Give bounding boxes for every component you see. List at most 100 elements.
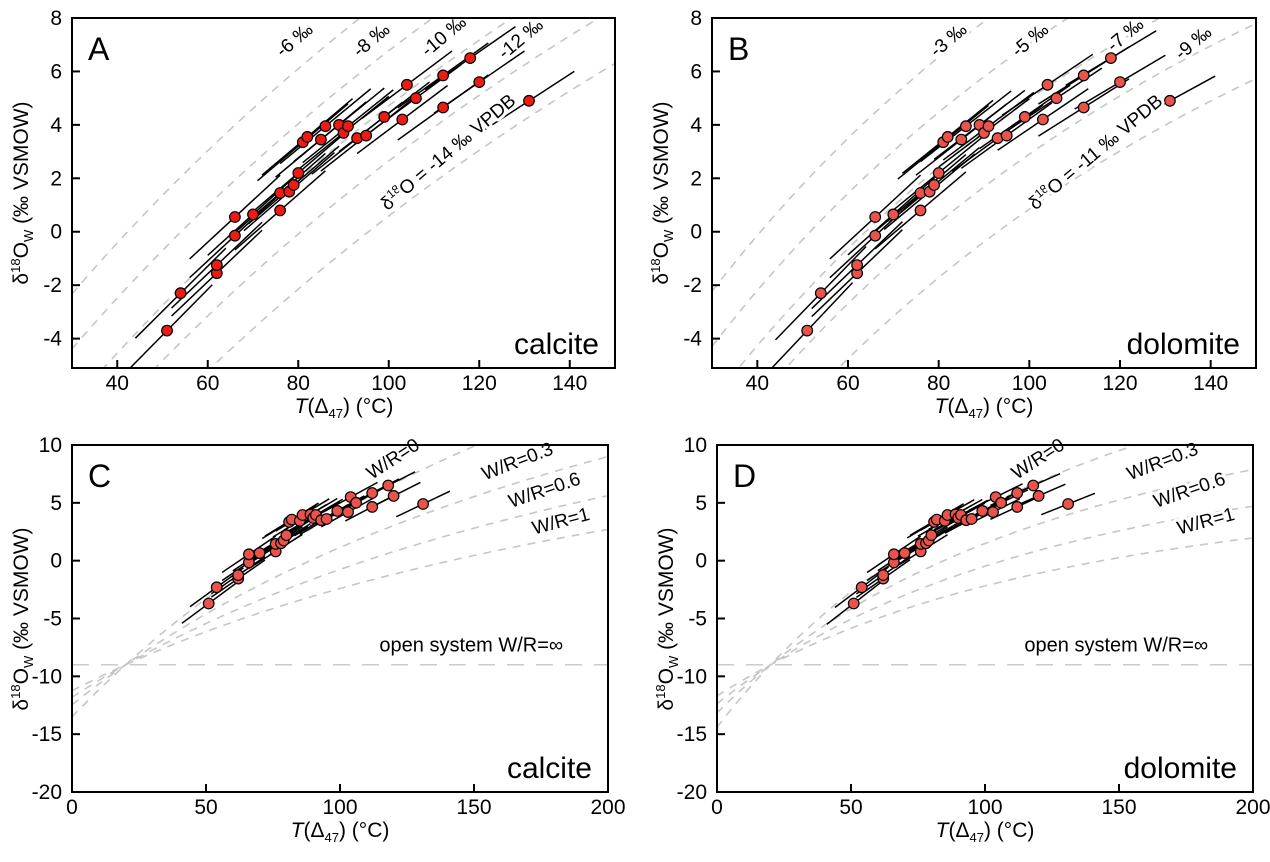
data-point bbox=[342, 506, 354, 518]
data-point bbox=[210, 581, 223, 594]
isotope-contour-curve bbox=[784, 22, 1256, 368]
x-tick-label: 100 bbox=[322, 796, 357, 819]
isotope-contour-curve bbox=[72, 18, 362, 295]
data-point bbox=[292, 167, 305, 179]
y-tick-label: -20 bbox=[32, 781, 62, 804]
water-rock-curve bbox=[72, 456, 607, 706]
panel-letter: B bbox=[728, 31, 749, 67]
data-point bbox=[274, 204, 287, 217]
y-tick-label: -20 bbox=[677, 781, 707, 804]
curve-label: open system W/R=∞ bbox=[379, 635, 563, 657]
curve-label: -6 ‰ bbox=[272, 19, 317, 62]
water-rock-curve bbox=[717, 505, 1252, 705]
data-point bbox=[1077, 69, 1090, 82]
x-tick-label: 60 bbox=[196, 372, 219, 395]
data-point bbox=[888, 548, 900, 561]
curve-label: -8 ‰ bbox=[349, 19, 394, 62]
y-tick-label: -4 bbox=[683, 328, 702, 351]
x-axis-label: T(Δ47) (°C) bbox=[935, 395, 1034, 421]
data-point bbox=[1114, 76, 1126, 88]
x-tick-label: 120 bbox=[1102, 372, 1137, 395]
y-tick-label: 0 bbox=[50, 550, 62, 573]
mineral-label: calcite bbox=[507, 752, 592, 785]
data-point bbox=[932, 167, 945, 179]
data-point bbox=[801, 324, 814, 337]
data-point bbox=[202, 597, 215, 610]
data-point bbox=[366, 501, 379, 513]
y-tick-label: -4 bbox=[43, 328, 62, 351]
data-point bbox=[1018, 110, 1031, 123]
data-point bbox=[315, 133, 327, 146]
x-tick-label: 40 bbox=[106, 372, 129, 395]
curve-label: W/R=1 bbox=[530, 504, 592, 539]
water-rock-curve bbox=[72, 495, 607, 698]
data-point bbox=[387, 490, 400, 502]
data-point bbox=[523, 94, 535, 107]
data-point bbox=[1011, 501, 1024, 513]
data-point bbox=[342, 120, 354, 133]
data-point bbox=[814, 287, 827, 300]
isotope-contour-curve bbox=[102, 18, 514, 368]
curve-label: W/R=0.6 bbox=[506, 469, 583, 513]
data-point bbox=[319, 120, 332, 133]
panel-letter: C bbox=[88, 458, 111, 494]
x-axis-label: T(Δ47) (°C) bbox=[291, 819, 390, 845]
curve-label: -10 ‰ bbox=[417, 12, 470, 61]
curve-label: open system W/R=∞ bbox=[1024, 635, 1208, 657]
data-point bbox=[161, 324, 173, 337]
data-point bbox=[174, 287, 187, 300]
y-tick-label: 5 bbox=[695, 492, 707, 515]
curve-label: -9 ‰ bbox=[1171, 22, 1216, 65]
data-point bbox=[855, 581, 868, 594]
data-point bbox=[965, 513, 978, 525]
y-axis-label: δ18OW (‰ VSMOW) bbox=[653, 527, 681, 710]
data-point bbox=[1041, 78, 1054, 91]
isotope-contour-curve bbox=[154, 18, 601, 368]
data-point bbox=[869, 211, 882, 223]
data-point bbox=[464, 52, 477, 64]
y-tick-label: 6 bbox=[690, 60, 702, 83]
data-point bbox=[887, 208, 900, 221]
mineral-label: dolomite bbox=[1127, 328, 1240, 361]
x-tick-label: 200 bbox=[1235, 796, 1270, 819]
data-point bbox=[1032, 490, 1045, 502]
mineral-label: calcite bbox=[514, 328, 599, 361]
isotope-contour-curve bbox=[712, 18, 1070, 347]
x-tick-label: 50 bbox=[194, 796, 217, 819]
x-tick-label: 120 bbox=[462, 372, 497, 395]
x-tick-label: 200 bbox=[590, 796, 625, 819]
data-point bbox=[360, 129, 373, 142]
data-point bbox=[437, 69, 450, 82]
plot-border bbox=[711, 17, 1257, 369]
data-point bbox=[232, 569, 245, 581]
data-point bbox=[350, 496, 363, 509]
data-point bbox=[417, 498, 430, 510]
x-tick-label: 50 bbox=[839, 796, 862, 819]
x-tick-label: 100 bbox=[967, 796, 1002, 819]
data-point bbox=[976, 505, 989, 517]
data-point bbox=[1050, 92, 1063, 105]
y-tick-label: 5 bbox=[50, 492, 62, 515]
x-axis-label: T(Δ47) (°C) bbox=[936, 819, 1035, 845]
curve-label: W/R=1 bbox=[1175, 504, 1237, 539]
data-point bbox=[914, 204, 927, 217]
data-point bbox=[410, 92, 422, 105]
y-tick-label: 2 bbox=[50, 167, 62, 190]
x-tick-label: 80 bbox=[287, 372, 310, 395]
data-point bbox=[247, 208, 259, 221]
isotope-contour-curve bbox=[209, 62, 615, 368]
data-point bbox=[1036, 113, 1049, 126]
y-tick-label: 10 bbox=[39, 434, 62, 457]
x-tick-label: 60 bbox=[836, 372, 859, 395]
y-tick-label: -10 bbox=[32, 665, 62, 688]
data-point bbox=[955, 133, 968, 146]
x-tick-label: 100 bbox=[371, 372, 406, 395]
data-point bbox=[242, 548, 255, 561]
isotope-contour-curve bbox=[72, 18, 435, 350]
data-point bbox=[1163, 94, 1176, 107]
y-axis-label: δ18OW (‰ VSMOW) bbox=[8, 101, 36, 284]
